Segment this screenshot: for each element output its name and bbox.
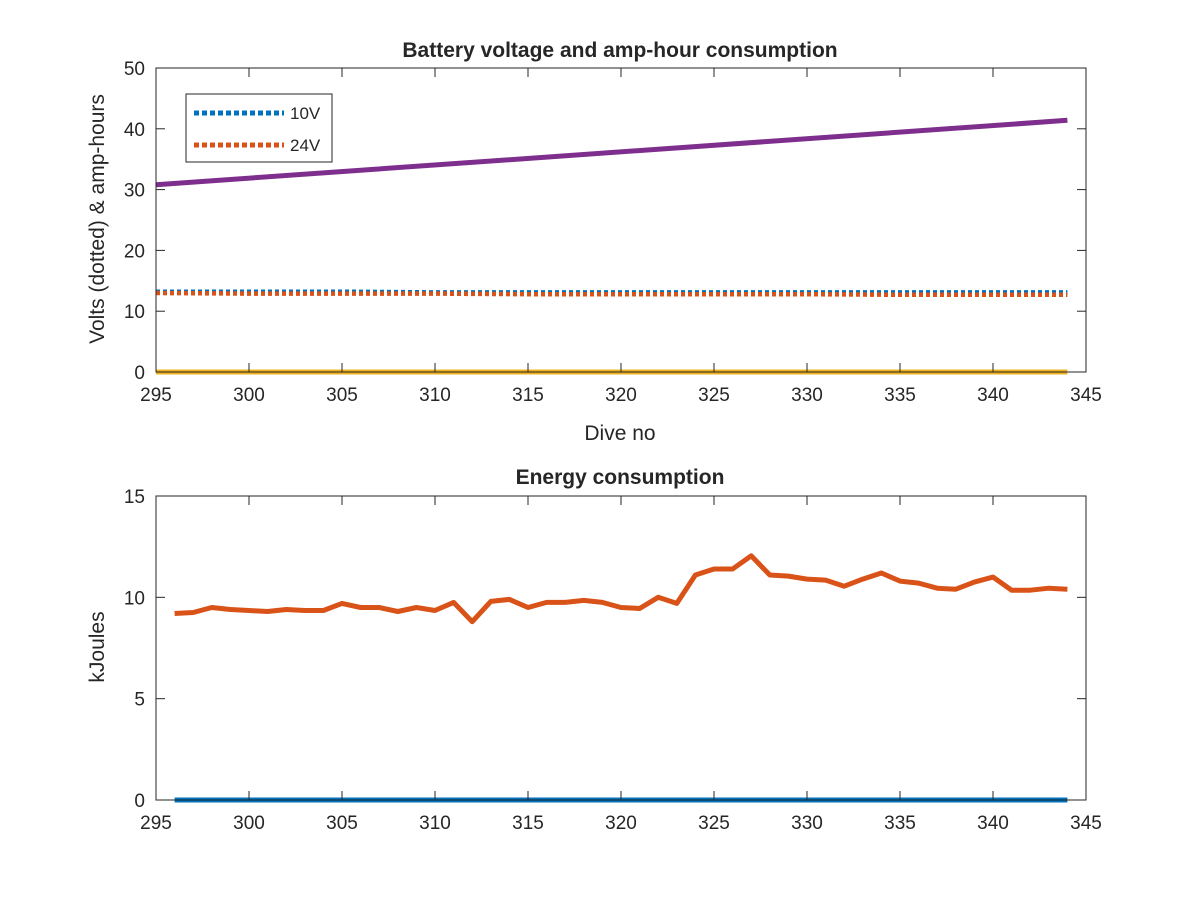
energy-xtick-label: 315: [512, 813, 544, 834]
voltage-amphour-ytick-label: 40: [124, 120, 145, 141]
voltage-amphour-xtick-label: 300: [233, 385, 265, 406]
voltage-amphour-series-1-line: [155, 290, 1068, 298]
voltage-amphour-ticks: 295 300 305 310 315 320 325 330 335 340 345 0 10 20 30…: [124, 59, 1102, 406]
voltage-amphour-xtick-label: 305: [326, 385, 358, 406]
voltage-amphour-ytick-label: 20: [124, 241, 145, 262]
energy-xtick-label: 295: [140, 813, 172, 834]
energy-xtick-label: 305: [326, 813, 358, 834]
energy-ytick-label: 10: [124, 588, 145, 609]
legend-box: [185, 93, 333, 163]
voltage-amphour-plot: Battery voltage and amp-hour consumption…: [86, 39, 1102, 445]
legend-label-10v: 10V: [290, 104, 321, 123]
voltage-amphour-ylabel: Volts (dotted) & amp-hours: [86, 94, 109, 344]
voltage-amphour-ytick-label: 50: [124, 59, 145, 80]
energy-xtick-label: 340: [977, 813, 1009, 834]
energy-xtick-label: 310: [419, 813, 451, 834]
energy-xtick-label: 325: [698, 813, 730, 834]
voltage-amphour-series-3-line: [155, 117, 1068, 188]
energy-ytick-label: 0: [134, 791, 145, 812]
legend-label-24v: 24V: [290, 136, 321, 155]
energy-xtick-label: 320: [605, 813, 637, 834]
energy-plot: Energy consumption kJoules 295 300 305 310 3…: [86, 466, 1102, 834]
voltage-amphour-xlabel: Dive no: [584, 422, 655, 445]
voltage-amphour-ytick-label: 0: [134, 363, 145, 384]
energy-ytick-label: 15: [124, 487, 145, 508]
voltage-amphour-xtick-label: 320: [605, 385, 637, 406]
energy-xtick-label: 345: [1070, 813, 1102, 834]
energy-ytick-label: 5: [134, 690, 145, 711]
energy-series-1-line: [174, 553, 1068, 625]
energy-xtick-label: 335: [884, 813, 916, 834]
energy-xtick-label: 330: [791, 813, 823, 834]
energy-xtick-label: 300: [233, 813, 265, 834]
voltage-amphour-xtick-label: 340: [977, 385, 1009, 406]
voltage-amphour-xtick-label: 330: [791, 385, 823, 406]
voltage-amphour-ytick-label: 30: [124, 181, 145, 202]
voltage-amphour-xtick-label: 335: [884, 385, 916, 406]
voltage-amphour-xtick-label: 295: [140, 385, 172, 406]
energy-ylabel: kJoules: [86, 611, 109, 682]
voltage-amphour-xtick-label: 310: [419, 385, 451, 406]
voltage-amphour-xtick-label: 315: [512, 385, 544, 406]
energy-ticks: 295 300 305 310 315 320 325 330 335 340 345 0 5 10 15: [124, 487, 1102, 834]
voltage-amphour-title: Battery voltage and amp-hour consumption: [402, 39, 837, 62]
voltage-amphour-ytick-label: 10: [124, 302, 145, 323]
voltage-amphour-legend: 10V 24V: [185, 93, 333, 163]
energy-title: Energy consumption: [516, 466, 725, 489]
voltage-amphour-xtick-label: 345: [1070, 385, 1102, 406]
voltage-amphour-xtick-label: 325: [698, 385, 730, 406]
